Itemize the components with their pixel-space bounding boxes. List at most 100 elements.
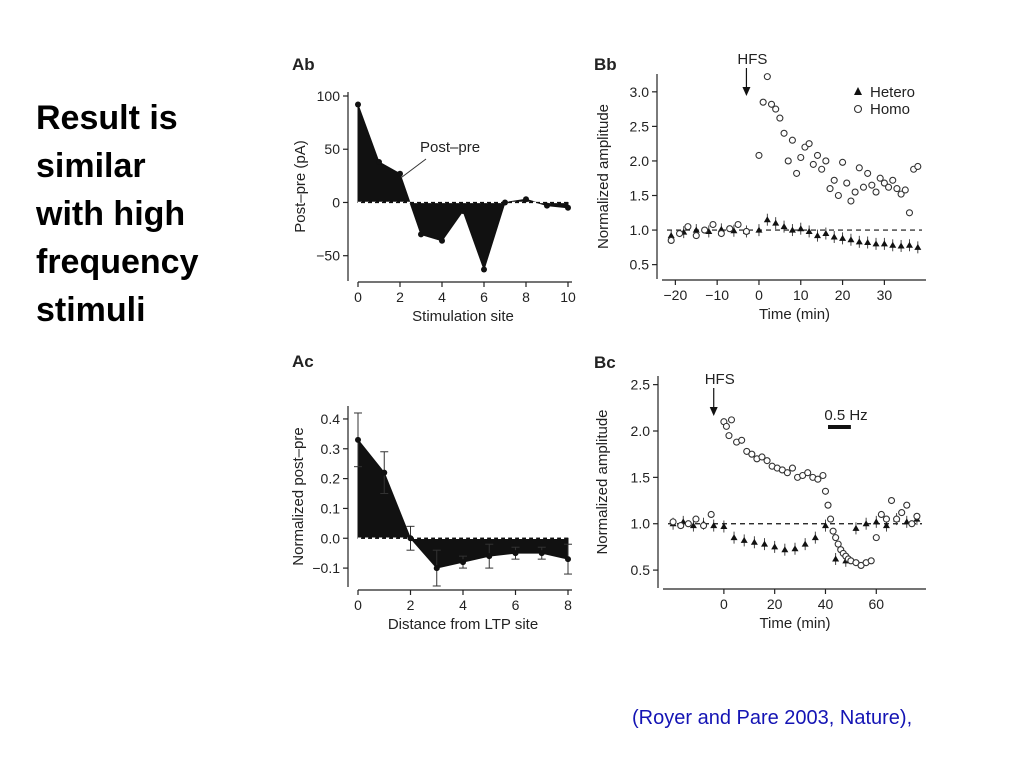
data-point — [887, 496, 896, 505]
y-tick-label: 0.0 — [321, 530, 341, 546]
y-tick-label: 2.0 — [630, 153, 650, 169]
data-point — [851, 188, 859, 196]
x-tick-label: 20 — [835, 287, 851, 303]
data-point — [355, 436, 361, 443]
title-line: stimuli — [36, 291, 146, 329]
hfs-label: HFS — [705, 371, 735, 388]
stim-label: 0.5 Hz — [824, 407, 867, 424]
data-point — [822, 157, 830, 165]
x-axis-label: Time (min) — [759, 306, 830, 323]
data-point — [772, 219, 780, 226]
data-point — [864, 239, 872, 246]
data-point — [872, 188, 880, 196]
data-point — [847, 236, 855, 243]
data-point — [903, 501, 911, 509]
x-tick-label: 8 — [564, 597, 572, 613]
data-point — [901, 186, 909, 194]
data-point — [797, 153, 805, 162]
data-point — [544, 202, 550, 209]
data-point — [897, 242, 905, 249]
data-point — [809, 160, 817, 168]
data-point — [913, 512, 921, 520]
data-point — [381, 469, 388, 476]
data-point — [821, 522, 829, 529]
data-point — [726, 225, 734, 233]
data-point — [755, 151, 763, 159]
y-tick-label: 1.5 — [631, 469, 651, 485]
y-axis-label: Normalized post–pre — [290, 427, 307, 565]
data-point — [905, 209, 914, 217]
y-axis-label: Normalized amplitude — [594, 409, 611, 554]
x-tick-label: 6 — [480, 289, 488, 305]
data-point — [727, 416, 736, 424]
data-point — [783, 469, 791, 477]
y-tick-label: 0.5 — [631, 562, 651, 578]
data-point — [692, 515, 700, 523]
data-point — [750, 538, 758, 545]
y-tick-label: 0.4 — [321, 411, 341, 427]
data-point — [793, 169, 801, 177]
data-point — [734, 220, 742, 229]
y-tick-label: 0.2 — [321, 471, 341, 487]
legend-label: Homo — [870, 101, 910, 118]
slide-title: Result is similar with high frequency st… — [36, 94, 256, 334]
x-tick-label: 30 — [877, 287, 893, 303]
data-point — [832, 534, 840, 542]
y-tick-label: 1.0 — [631, 516, 651, 532]
data-point — [780, 223, 788, 230]
data-point — [771, 543, 779, 550]
y-axis-label: Post–pre (pA) — [292, 140, 309, 233]
data-point — [675, 229, 684, 238]
panel-bb: Bb 3.0 2.5 2.0 1.5 1.0 0.5 −20 −10 0 10 20 30 Time (m… — [594, 51, 926, 323]
hfs-arrow-head — [742, 87, 751, 96]
y-tick-label: 0.1 — [321, 500, 341, 516]
y-tick-label: 3.0 — [630, 84, 650, 100]
data-point — [755, 226, 763, 233]
legend-label: Hetero — [870, 84, 915, 101]
x-tick-label: 10 — [560, 289, 576, 305]
data-point — [748, 450, 756, 458]
data-point — [667, 232, 675, 239]
data-point — [397, 170, 403, 177]
data-point — [684, 223, 692, 231]
data-point — [885, 183, 893, 191]
data-point — [512, 550, 519, 557]
data-point — [486, 553, 493, 560]
legend-marker — [853, 104, 863, 114]
data-point — [818, 165, 826, 173]
data-point — [804, 469, 812, 477]
data-point — [855, 164, 863, 172]
x-tick-label: 4 — [438, 289, 446, 305]
data-point — [830, 176, 838, 184]
data-point — [710, 522, 718, 529]
data-point — [763, 73, 771, 81]
title-line: with high — [36, 195, 186, 233]
data-point — [784, 157, 792, 165]
data-point — [788, 136, 796, 144]
data-point — [830, 233, 838, 240]
data-point — [460, 207, 466, 214]
data-point — [722, 422, 730, 430]
x-tick-label: 4 — [459, 597, 467, 613]
data-point — [914, 243, 922, 250]
data-point — [565, 204, 571, 211]
panel-label: Ac — [292, 352, 314, 371]
data-point — [759, 98, 767, 106]
data-point — [538, 550, 545, 557]
data-point — [868, 181, 876, 189]
data-point — [880, 179, 888, 187]
data-point — [824, 501, 832, 509]
data-point — [502, 199, 508, 206]
area-fill — [357, 438, 569, 569]
data-point — [700, 522, 708, 530]
x-tick-label: 0 — [354, 289, 362, 305]
data-point — [893, 515, 901, 523]
data-point — [814, 475, 822, 483]
data-point — [767, 100, 776, 108]
data-point — [439, 237, 445, 244]
data-point — [897, 190, 905, 198]
data-point — [689, 522, 697, 529]
data-point — [692, 226, 700, 233]
y-tick-label: 50 — [324, 141, 340, 157]
